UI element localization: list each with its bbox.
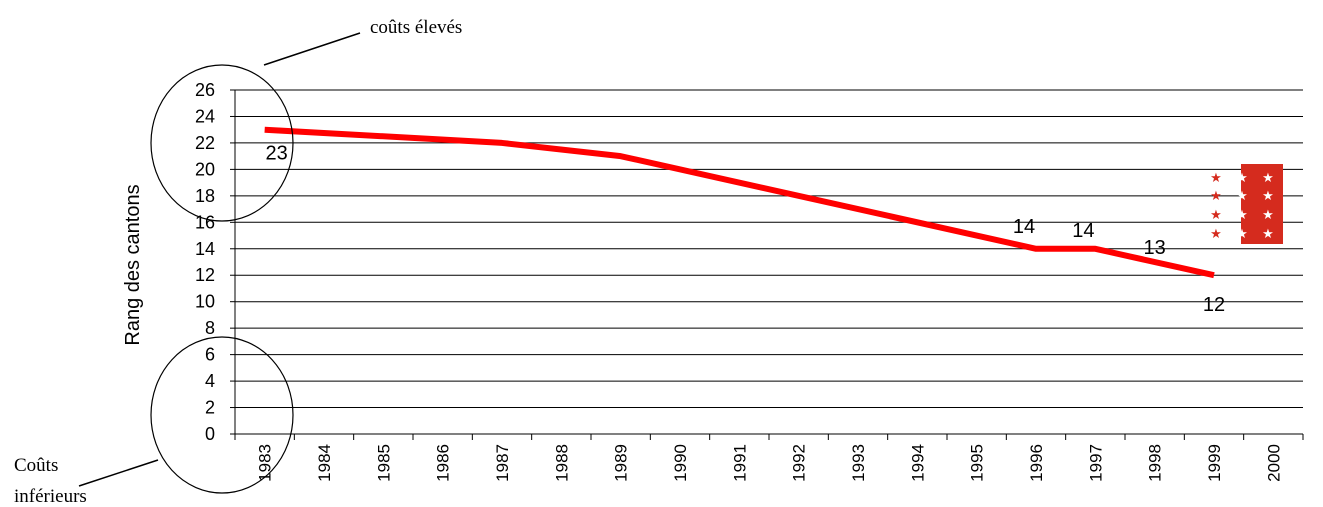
low-cost-ellipse — [150, 336, 294, 494]
y-tick-label: 26 — [195, 80, 215, 100]
series-line — [264, 126, 1215, 279]
high-cost-pointer-line — [263, 32, 361, 66]
y-tick-label: 20 — [195, 159, 215, 179]
x-tick-label: 1987 — [493, 444, 512, 482]
star-icon: ★ — [1262, 208, 1274, 223]
data-label: 14 — [1013, 216, 1035, 238]
star-icon: ★ — [1210, 208, 1222, 223]
star-icon: ★ — [1236, 208, 1248, 223]
series-layer — [264, 126, 1215, 279]
y-tick-label: 6 — [205, 345, 215, 365]
x-tick-label: 1997 — [1086, 444, 1105, 482]
grid-lines — [230, 89, 1303, 435]
x-tick-label: 1992 — [790, 444, 809, 482]
high-cost-ellipse — [150, 64, 294, 222]
data-label: 14 — [1072, 220, 1094, 242]
x-tick-label: 1986 — [434, 444, 453, 482]
star-icon: ★ — [1210, 171, 1222, 186]
data-label: 12 — [1203, 294, 1225, 316]
star-icon: ★ — [1262, 189, 1274, 204]
low-cost-annotation-line1: Coûts — [14, 455, 58, 476]
x-tick-label: 2000 — [1264, 444, 1283, 482]
star-icon: ★ — [1262, 227, 1274, 242]
x-tick-label: 1991 — [730, 444, 749, 482]
star-icon: ★ — [1210, 227, 1222, 242]
x-tick-label: 1985 — [374, 444, 393, 482]
x-tick-label: 1995 — [968, 444, 987, 482]
star-icon: ★ — [1236, 171, 1248, 186]
star-icon: ★ — [1210, 189, 1222, 204]
y-tick-label: 0 — [205, 424, 215, 444]
y-tick-label: 4 — [205, 371, 215, 391]
y-tick-label: 14 — [195, 239, 215, 259]
y-tick-label: 12 — [195, 265, 215, 285]
x-tick-label: 1988 — [552, 444, 571, 482]
x-tick-label: 1989 — [612, 444, 631, 482]
x-tick-label: 1994 — [908, 444, 927, 482]
x-tick-label: 1990 — [671, 444, 690, 482]
y-tick-label: 18 — [195, 186, 215, 206]
y-tick-label: 24 — [195, 106, 215, 126]
x-tick-label: 1999 — [1205, 444, 1224, 482]
data-labels: 23 14 14 13 12 — [266, 143, 1226, 317]
x-tick-label: 1983 — [256, 444, 275, 482]
flag-stars: ★ ★ ★ ★ ★ ★ ★ ★ ★ ★ ★ ★ — [1210, 171, 1274, 242]
star-icon: ★ — [1236, 227, 1248, 242]
data-label: 23 — [266, 143, 288, 165]
low-cost-annotation-line2: inférieurs — [14, 486, 87, 507]
x-tick-labels: 1983 1984 1985 1986 1987 1988 1989 1990 1991 1992… — [234, 434, 1304, 482]
star-icon: ★ — [1262, 171, 1274, 186]
star-icon: ★ — [1236, 189, 1248, 204]
y-tick-label: 8 — [205, 318, 215, 338]
x-tick-label: 1984 — [315, 444, 334, 482]
y-axis-title: Rang des cantons — [122, 184, 144, 345]
y-tick-label: 10 — [195, 292, 215, 312]
x-tick-label: 1993 — [849, 444, 868, 482]
valais-flag-icon: ★ ★ ★ ★ ★ ★ ★ ★ ★ ★ ★ ★ — [1210, 164, 1283, 244]
y-tick-label: 22 — [195, 133, 215, 153]
y-tick-label: 16 — [195, 212, 215, 232]
data-label: 13 — [1144, 237, 1166, 259]
y-tick-label: 2 — [205, 398, 215, 418]
low-cost-pointer-line — [78, 459, 159, 487]
x-tick-label: 1998 — [1146, 444, 1165, 482]
x-tick-label: 1996 — [1027, 444, 1046, 482]
high-cost-annotation: coûts élevés — [370, 17, 462, 38]
